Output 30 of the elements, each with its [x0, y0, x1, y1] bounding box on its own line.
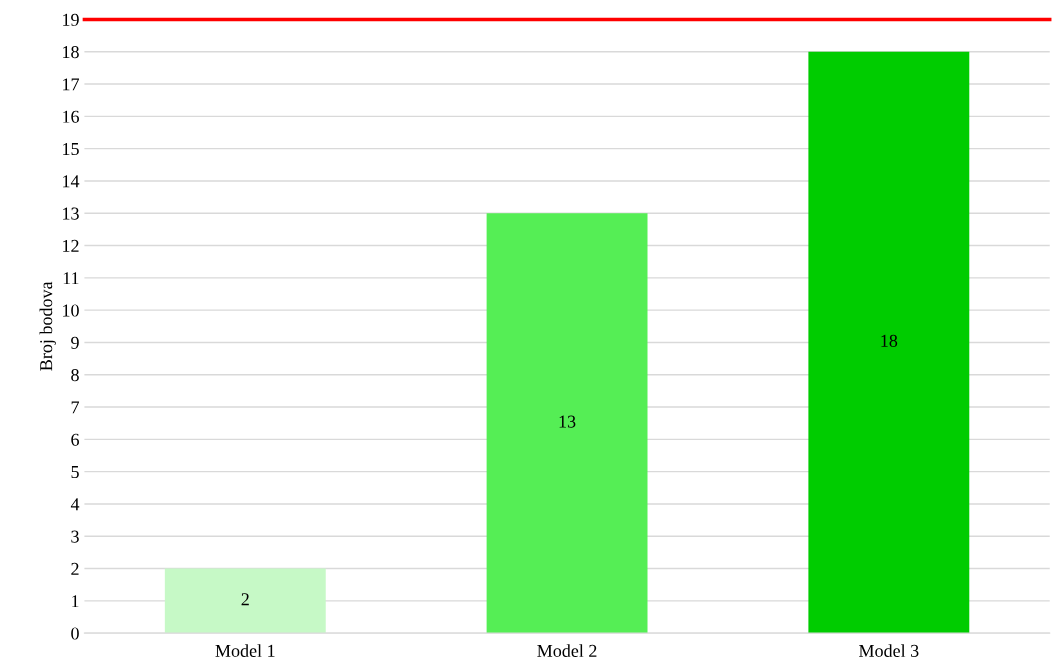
- y-tick-label: 3: [71, 530, 79, 543]
- x-tick-label: Model 1: [215, 644, 275, 657]
- y-tick-label: 12: [63, 239, 79, 252]
- data-label: 2: [241, 593, 249, 606]
- data-label: 18: [881, 334, 898, 347]
- y-tick-label: 16: [63, 110, 79, 123]
- y-tick-label: 11: [63, 272, 79, 285]
- y-tick-label: 8: [71, 369, 79, 382]
- bar: [164, 568, 326, 634]
- y-tick-label: 19: [63, 13, 79, 26]
- y-axis-title: Broj bodova: [39, 281, 56, 371]
- y-tick-label: 2: [71, 562, 79, 575]
- data-label: 13: [559, 415, 576, 428]
- x-tick-label: Model 3: [859, 644, 919, 657]
- y-tick-label: 7: [71, 401, 80, 414]
- y-tick-label: 4: [70, 498, 80, 511]
- y-tick-label: 17: [63, 78, 80, 91]
- y-tick-label: 13: [63, 207, 79, 220]
- x-tick-label: Model 2: [537, 644, 597, 657]
- y-tick-label: 0: [71, 627, 79, 640]
- bar: [808, 51, 970, 634]
- y-tick-label: 15: [63, 142, 79, 156]
- y-tick-label: 9: [71, 336, 79, 349]
- bar: [486, 213, 648, 634]
- y-tick-label: 18: [63, 45, 79, 59]
- y-tick-label: 6: [71, 433, 79, 446]
- y-tick-label: 14: [63, 175, 80, 188]
- y-tick-label: 1: [72, 595, 79, 608]
- y-tick-label: 5: [71, 466, 79, 479]
- y-tick-label: 10: [63, 304, 79, 317]
